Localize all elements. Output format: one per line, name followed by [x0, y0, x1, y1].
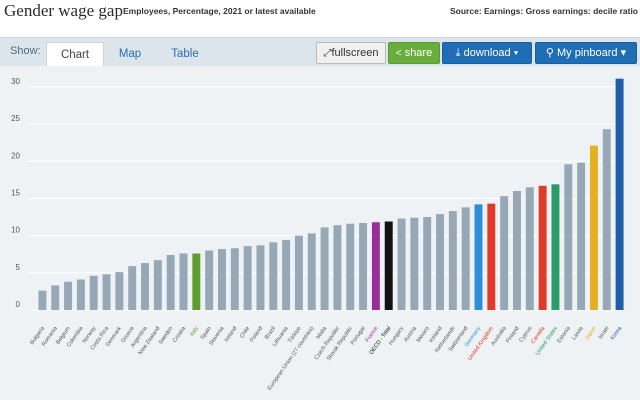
bar-netherlands[interactable] [448, 211, 457, 310]
bar-european-union-27-countries-[interactable] [307, 233, 316, 310]
bar-finland[interactable] [513, 191, 521, 310]
bar-switzerland[interactable] [461, 207, 470, 310]
download-icon: ⤓ [455, 47, 461, 59]
bar-austria[interactable] [410, 217, 419, 310]
bar-colombia[interactable] [76, 279, 85, 310]
share-icon: < [395, 48, 402, 59]
bar-greece[interactable] [128, 266, 137, 310]
y-tick-label: 20 [11, 151, 20, 160]
x-category-label: Finland [505, 326, 520, 344]
fullscreen-icon: ⤢ [323, 48, 332, 59]
bar-croatia[interactable] [179, 253, 188, 310]
bar-argentina[interactable] [141, 263, 149, 310]
x-category-label: Croatia [172, 325, 188, 344]
bar-norway[interactable] [89, 275, 98, 310]
bar-mexico[interactable] [423, 217, 432, 310]
bar-united-states[interactable] [551, 184, 560, 310]
bar-estonia[interactable] [564, 164, 573, 310]
x-category-label: Poland [249, 326, 264, 344]
bar-t-rkiye[interactable] [294, 235, 303, 310]
bar-costa-rica[interactable] [102, 274, 111, 310]
bar-bulgaria[interactable] [38, 290, 47, 310]
y-tick-label: 25 [11, 114, 20, 123]
y-tick-label: 5 [16, 263, 21, 272]
tab-table[interactable]: Table [171, 48, 199, 60]
bar-cyprus[interactable] [525, 187, 534, 310]
fullscreen-button[interactable]: ⤢fullscreen [316, 42, 386, 64]
bar-chart: 051015202530BulgariaRomaniaBelgiumColomb… [11, 77, 624, 392]
bar-spain[interactable] [205, 250, 214, 311]
bar-portugal[interactable] [359, 222, 368, 310]
chart-header: Gender wage gap Employees, Percentage, 2… [0, 0, 640, 28]
y-tick-label: 10 [11, 226, 20, 235]
download-button[interactable]: ⤓ download ▾ [442, 42, 532, 64]
toolbar: Show: Chart Map Table ⤢fullscreen < shar… [0, 37, 640, 67]
tab-map[interactable]: Map [118, 48, 142, 60]
bar-oecd-total[interactable] [384, 221, 393, 310]
bar-korea[interactable] [615, 78, 624, 310]
bar-slovenia[interactable] [218, 249, 226, 310]
x-category-label: Estonia [556, 325, 572, 344]
y-tick-label: 15 [11, 188, 20, 197]
chart-subtitle: Employees, Percentage, 2021 or latest av… [123, 6, 316, 16]
bar-lithuania[interactable] [282, 240, 291, 310]
chart-area: 0 5 10 15 20 25 30 Bulgaria Romania Belgium Colomb… [0, 66, 640, 400]
bar-france[interactable] [371, 222, 380, 310]
bar-sweden[interactable] [166, 254, 175, 310]
bar-chile[interactable] [243, 246, 252, 310]
bar-germany[interactable] [474, 204, 483, 310]
bar-israel[interactable] [602, 129, 611, 310]
pinboard-button[interactable]: ⚲ My pinboard ▾ [535, 42, 637, 64]
bar-canada[interactable] [538, 185, 547, 310]
bar-australia[interactable] [500, 196, 509, 310]
y-tick-label: 0 [16, 300, 21, 309]
bar-hungary[interactable] [397, 218, 406, 310]
pin-icon: ⚲ [545, 47, 554, 59]
y-tick-label: 30 [11, 77, 20, 86]
tab-chart[interactable]: Chart [46, 42, 104, 67]
bar-italy[interactable] [192, 253, 201, 310]
x-category-label: Italy [189, 326, 200, 338]
bar-japan[interactable] [589, 145, 598, 310]
bar-malta[interactable] [320, 227, 329, 310]
x-category-label: Chile [239, 326, 251, 340]
x-category-label: Japan [584, 326, 598, 342]
chart-title: Gender wage gap [4, 1, 123, 20]
bar-ireland[interactable] [230, 248, 239, 310]
bar-czech-republic[interactable] [333, 225, 342, 310]
bar-brazil[interactable] [269, 242, 278, 310]
x-category-label: Ireland [224, 326, 239, 343]
bar-poland[interactable] [256, 245, 265, 310]
bar-slovak-republic[interactable] [346, 223, 355, 310]
x-category-label: Korea [610, 325, 624, 341]
show-label: Show: [10, 45, 41, 57]
x-category-label: Latvia [571, 325, 585, 341]
bar-new-zealand[interactable] [153, 260, 162, 310]
bar-romania[interactable] [51, 285, 60, 310]
bar-latvia[interactable] [577, 162, 586, 310]
bar-united-kingdom[interactable] [487, 203, 496, 310]
bar-belgium[interactable] [64, 281, 73, 310]
source-link[interactable]: Source: Earnings: Gross earnings: decile… [450, 6, 638, 16]
bar-iceland[interactable] [436, 214, 444, 310]
bar-denmark[interactable] [115, 272, 124, 310]
share-button[interactable]: < share [388, 42, 440, 64]
